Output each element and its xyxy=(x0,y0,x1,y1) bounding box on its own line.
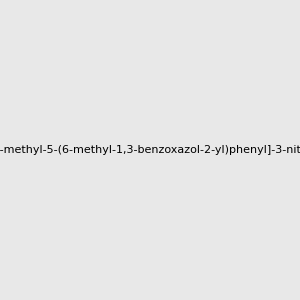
Text: 4-chloro-N-[2-methyl-5-(6-methyl-1,3-benzoxazol-2-yl)phenyl]-3-nitrobenzamide: 4-chloro-N-[2-methyl-5-(6-methyl-1,3-ben… xyxy=(0,145,300,155)
